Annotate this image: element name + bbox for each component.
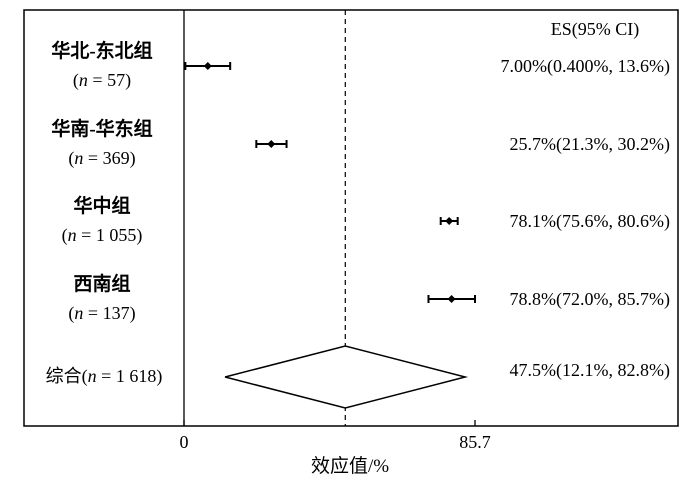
row-label: 西南组 [73,272,130,295]
study-rows: 华北-东北组 (n = 57) 7.00%(0.400%, 13.6%) 华南-华东组… [51,39,670,324]
study-row: 华中组 (n = 1 055) 78.1%(75.6%, 80.6%) [62,194,670,246]
row-label: 华南-华东组 [51,117,152,140]
plot-frame [23,9,679,427]
summary-es-text: 47.5%(12.1%, 82.8%) [510,360,670,381]
x-axis-label: 效应值/% [311,455,389,477]
row-es-text: 78.1%(75.6%, 80.6%) [510,211,670,232]
study-row: 华北-东北组 (n = 57) 7.00%(0.400%, 13.6%) [51,39,670,91]
point-estimate [267,140,276,148]
point-estimate [203,62,212,70]
row-sample-size: (n = 369) [68,148,135,169]
row-sample-size: (n = 57) [73,70,131,91]
summary-diamond [224,345,469,409]
study-row: 华南-华东组 (n = 369) 25.7%(21.3%, 30.2%) [51,117,670,169]
row-es-text: 7.00%(0.400%, 13.6%) [501,56,670,77]
row-label: 华中组 [73,194,130,217]
es-header: ES(95% CI) [551,19,640,40]
row-sample-size: (n = 137) [68,303,135,324]
row-es-text: 78.8%(72.0%, 85.7%) [510,289,670,310]
row-sample-size: (n = 1 055) [62,225,143,246]
row-label: 华北-东北组 [51,39,152,62]
summary-label: 综合(n = 1 618) [46,366,163,387]
x-tick-label-0: 0 [180,432,189,452]
x-tick-label-1: 85.7 [459,432,491,452]
point-estimate [445,217,454,225]
study-row: 西南组 (n = 137) 78.8%(72.0%, 85.7%) [68,272,670,324]
point-estimate [447,295,456,303]
row-es-text: 25.7%(21.3%, 30.2%) [510,134,670,155]
